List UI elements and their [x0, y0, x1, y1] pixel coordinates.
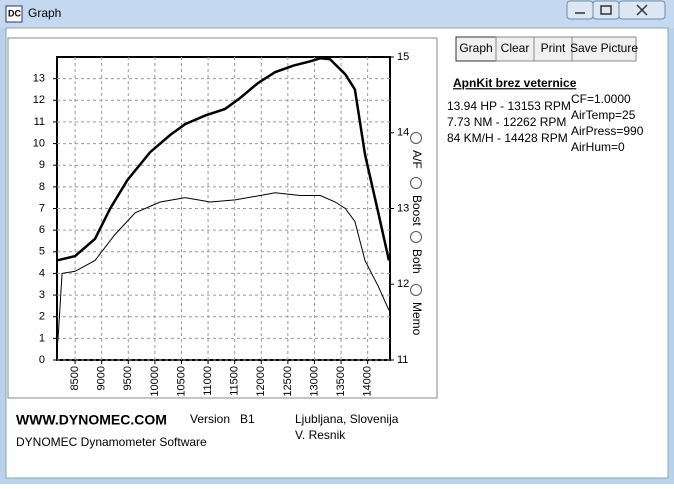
- y-tick-label: 5: [39, 246, 45, 258]
- result-line: 7.73 NM - 12262 RPM: [447, 115, 566, 129]
- app-icon-text: DC: [8, 8, 21, 18]
- radio-button[interactable]: [410, 177, 422, 189]
- x-tick-label: 10500: [175, 366, 187, 397]
- radio-button[interactable]: [410, 284, 422, 296]
- y2-tick-label: 11: [397, 354, 408, 366]
- x-tick-label: 10000: [149, 366, 161, 397]
- button[interactable]: [571, 36, 637, 62]
- footer-version-label: Version: [190, 412, 230, 426]
- title-bar: [0, 0, 674, 28]
- x-tick-label: 12000: [255, 366, 267, 397]
- radio-label[interactable]: A/F: [410, 150, 424, 169]
- y2-tick-label: 12: [397, 278, 409, 290]
- series-line: [56, 192, 390, 350]
- radio-label[interactable]: Boost: [410, 195, 424, 226]
- footer-location: Ljubljana, Slovenija: [295, 412, 399, 426]
- condition-line: AirPress=990: [571, 124, 644, 138]
- condition-line: CF=1.0000: [571, 92, 631, 106]
- footer-site: WWW.DYNOMEC.COM: [16, 412, 167, 428]
- y-tick-label: 11: [34, 116, 45, 128]
- button-label[interactable]: Clear: [501, 41, 530, 55]
- y2-tick-label: 14: [397, 127, 409, 139]
- y2-tick-label: 15: [397, 51, 409, 63]
- y-tick-label: 7: [39, 202, 45, 214]
- x-tick-label: 14000: [362, 366, 374, 397]
- result-line: 84 KM/H - 14428 RPM: [447, 131, 568, 145]
- x-tick-label: 13000: [308, 366, 320, 397]
- button[interactable]: [495, 36, 535, 62]
- y-tick-label: 2: [39, 311, 45, 323]
- button[interactable]: [455, 36, 497, 62]
- x-tick-label: 11500: [229, 366, 241, 396]
- app-icon: [5, 5, 23, 23]
- condition-line: AirTemp=25: [571, 108, 636, 122]
- y-tick-label: 8: [39, 181, 45, 193]
- window-control-icons: [575, 4, 648, 16]
- y-tick-label: 9: [39, 159, 45, 171]
- window-title: Graph: [28, 6, 61, 20]
- series-line: [56, 57, 391, 262]
- y-tick-label: 3: [39, 289, 45, 301]
- y-tick-label: 1: [39, 332, 45, 344]
- y2-tick-label: 13: [397, 202, 409, 214]
- condition-line: AirHum=0: [571, 140, 625, 154]
- y-tick-label: 13: [33, 73, 45, 85]
- x-tick-label: 9000: [96, 366, 108, 390]
- footer-version: B1: [240, 412, 255, 426]
- result-line: 13.94 HP - 13153 RPM: [447, 99, 571, 113]
- radio-button[interactable]: [410, 132, 422, 144]
- radio-label[interactable]: Both: [410, 249, 424, 274]
- y-tick-label: 4: [39, 267, 45, 279]
- y-tick-label: 0: [39, 354, 45, 366]
- button-label[interactable]: Graph: [459, 41, 492, 55]
- footer-author: V. Resnik: [295, 428, 346, 442]
- x-tick-label: 11000: [202, 366, 214, 396]
- radio-button[interactable]: [410, 231, 422, 243]
- x-tick-label: 8500: [69, 366, 81, 390]
- x-tick-label: 13500: [335, 366, 347, 397]
- button-label[interactable]: Save Picture: [570, 41, 638, 55]
- button[interactable]: [533, 36, 573, 62]
- button-label[interactable]: Print: [541, 41, 566, 55]
- x-tick-label: 9500: [122, 366, 134, 390]
- y-tick-label: 6: [39, 224, 45, 236]
- footer-product: DYNOMEC Dynamometer Software: [16, 435, 207, 449]
- info-heading: ApnKit brez veternice: [453, 76, 577, 90]
- maximize-button[interactable]: [592, 0, 620, 20]
- radio-label[interactable]: Memo: [410, 302, 424, 336]
- y-tick-label: 10: [33, 137, 45, 149]
- minimize-button[interactable]: [566, 0, 594, 20]
- y-tick-label: 12: [33, 94, 45, 106]
- x-tick-label: 12500: [282, 366, 294, 397]
